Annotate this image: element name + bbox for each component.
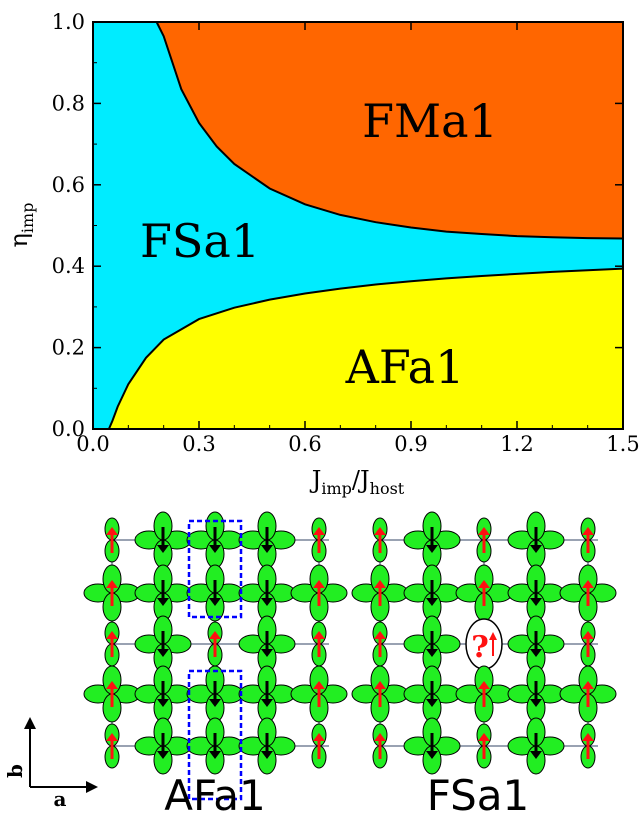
y-tick-label: 0.4 [52,254,85,278]
unknown-marker: ? [471,630,489,665]
arrowhead [261,751,273,759]
arrowhead [209,598,221,606]
arrowhead [313,681,325,689]
lattice-panel-afa1: AFa1 [83,511,348,815]
arrowhead [374,681,386,689]
panel-label-afa1: AFa1 [164,771,266,815]
arrowhead [313,733,325,741]
b-axis-label: b [3,764,27,778]
arrowhead [313,527,325,535]
arrowhead [209,751,221,759]
a-axis-label: a [54,787,67,811]
x-tick-label: 1.5 [606,432,639,456]
arrowhead [374,580,386,588]
y-tick-label: 0.2 [52,336,85,360]
panel-label-fsa1: FSa1 [427,771,530,815]
arrowhead [261,649,273,657]
x-tick-label: 0.6 [288,432,321,456]
region-label-fma1: FMa1 [362,94,498,148]
arrowhead [374,631,386,639]
boundary-fma1-fsa1 [155,21,624,240]
region-fma1 [156,22,623,239]
arrowhead [157,699,169,707]
arrowhead [157,598,169,606]
arrowhead [374,527,386,535]
region-label-afa1: AFa1 [345,340,465,394]
arrowhead [426,699,438,707]
arrowhead [530,699,542,707]
arrowhead [582,681,594,689]
y-tick-label: 0.0 [52,417,85,441]
arrowhead [582,580,594,588]
axis-indicator: b a [3,717,98,811]
arrowhead [530,649,542,657]
arrowhead [106,527,118,535]
region-afa1 [108,268,623,429]
arrowhead [261,545,273,553]
y-tick-label: 1.0 [52,10,85,34]
arrowhead [426,649,438,657]
arrowhead [106,631,118,639]
y-tick-label: 0.6 [52,173,85,197]
arrowhead [582,527,594,535]
x-tick-label: 0.0 [76,432,109,456]
y-tick-label: 0.8 [52,91,85,115]
arrowhead [582,733,594,741]
arrowhead [157,649,169,657]
arrowhead [209,699,221,707]
axis-ticks: 0.0 0.3 0.6 0.9 1.2 1.5 0.0 0.2 0.4 0.6 0.8 1.0 [52,10,640,456]
arrowhead [582,631,594,639]
dimer-box-top [187,519,243,619]
arrowhead [489,632,497,640]
arrowhead [157,751,169,759]
arrowhead [261,699,273,707]
x-tick-label: 0.3 [182,432,215,456]
arrowhead [478,527,490,535]
arrowhead [313,580,325,588]
arrowhead [209,631,221,639]
arrowhead [530,598,542,606]
arrowhead [478,733,490,741]
arrowhead [478,681,490,689]
arrowhead [106,681,118,689]
arrowhead [106,733,118,741]
x-tick-label: 0.9 [394,432,427,456]
phase-diagram: 0.0 0.3 0.6 0.9 1.2 1.5 0.0 0.2 0.4 0.6 0.8 1.0 FMa… [5,10,640,498]
y-axis-title: ηimp [5,203,37,248]
arrowhead [261,598,273,606]
arrowhead [374,733,386,741]
arrowhead [478,580,490,588]
region-label-fsa1: FSa1 [140,214,260,268]
lattice-panel-fsa1: ? FSa1 [351,511,617,815]
dimer-box-bottom [187,669,243,801]
x-axis-title: Jimp/Jhost [309,466,405,498]
arrowhead [426,598,438,606]
x-tick-label: 1.2 [500,432,533,456]
arrowhead [426,545,438,553]
arrowhead [530,545,542,553]
arrowhead [209,545,221,553]
arrowhead [530,751,542,759]
arrowhead [106,580,118,588]
boundary-fsa1-afa1 [107,267,624,430]
arrowhead [157,545,169,553]
arrowhead [426,751,438,759]
arrowhead [313,631,325,639]
